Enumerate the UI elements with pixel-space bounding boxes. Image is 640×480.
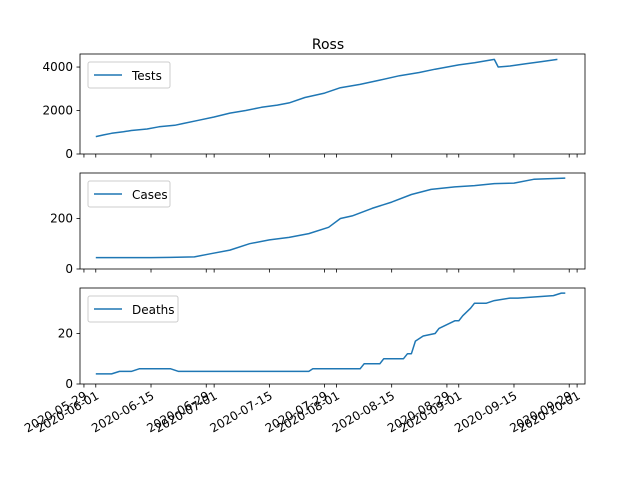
y-tick-label: 2000 bbox=[42, 104, 73, 118]
panel-2: 0 200 Cases bbox=[50, 172, 586, 276]
axes-frame bbox=[79, 287, 586, 385]
legend-box bbox=[87, 61, 171, 89]
axes-frame bbox=[79, 53, 586, 155]
axes-frame bbox=[79, 172, 586, 270]
panel-1: 0 2000 4000 Tests bbox=[42, 53, 586, 161]
y-tick-label: 0 bbox=[65, 147, 73, 161]
y-tick-label: 200 bbox=[50, 211, 73, 225]
legend-label: Cases bbox=[132, 188, 168, 202]
legend-box bbox=[87, 180, 171, 208]
legend-box bbox=[87, 295, 179, 323]
series-line-cases bbox=[95, 177, 566, 259]
y-tick-label: 20 bbox=[58, 326, 73, 340]
y-tick-label: 4000 bbox=[42, 60, 73, 74]
y-tick-label: 0 bbox=[65, 262, 73, 276]
panel-3: 0 20 Deaths bbox=[58, 287, 586, 391]
series-line-deaths bbox=[95, 292, 566, 375]
chart-title: Ross bbox=[312, 37, 344, 53]
legend-label: Deaths bbox=[132, 303, 175, 317]
y-tick-label: 0 bbox=[65, 377, 73, 391]
series-line-tests bbox=[95, 58, 558, 138]
legend-label: Tests bbox=[131, 69, 162, 83]
